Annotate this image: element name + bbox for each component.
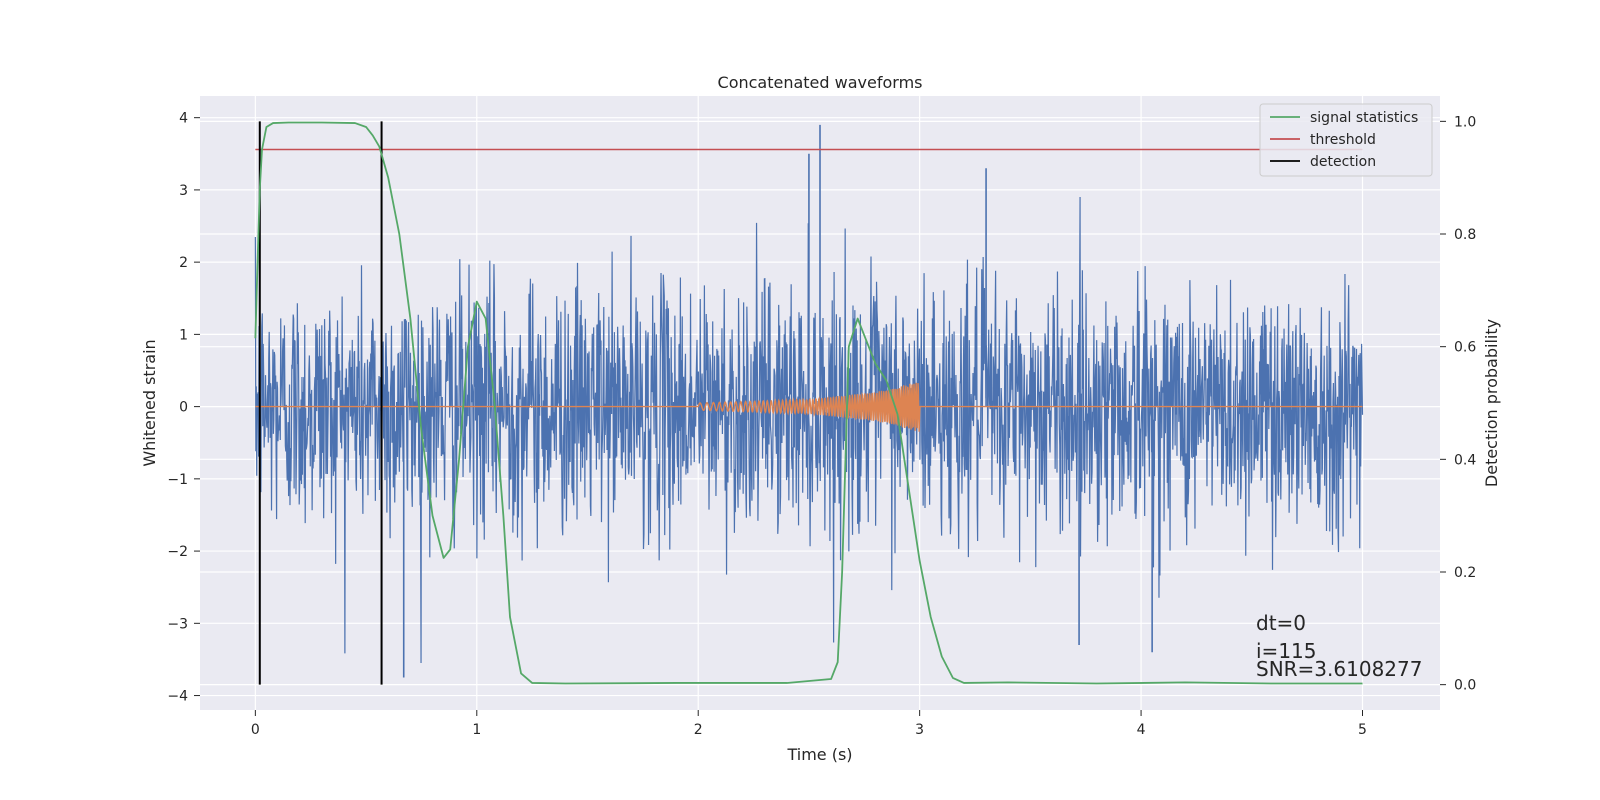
annotation-dt: dt=0	[1256, 611, 1306, 635]
legend-label-detection: detection	[1310, 154, 1376, 170]
y-tick-label: 0	[179, 400, 188, 416]
y-tick-label: 1	[179, 327, 188, 343]
y2-tick-label: 0.2	[1454, 565, 1476, 581]
y2-tick-label: 0.8	[1454, 227, 1476, 243]
y-tick-label: −1	[167, 472, 188, 488]
x-tick-label: 1	[472, 722, 481, 738]
x-tick-label: 5	[1358, 722, 1367, 738]
series-layer	[254, 121, 1364, 685]
strain-noise-series	[254, 196, 1364, 663]
y-tick-label: 3	[179, 183, 188, 199]
x-tick-label: 3	[915, 722, 924, 738]
y-tick-label: −4	[167, 689, 188, 705]
x-tick-label: 0	[251, 722, 260, 738]
annotation-snr: SNR=3.6108277	[1256, 657, 1422, 681]
x-tick-label: 4	[1137, 722, 1146, 738]
legend-box	[1259, 103, 1433, 177]
y-tick-label: −2	[167, 544, 188, 560]
ticks: 0 1 2 3 4 5 −4 −3 −2 −1 0 1 2 3 4 0.0 0.2 0.4 0.6 0.8 1.0	[167, 111, 1476, 738]
annotation-index: i=115	[1256, 639, 1317, 663]
y2-tick-label: 0.0	[1454, 678, 1476, 694]
x-tick-label: 2	[694, 722, 703, 738]
y-tick-label: −3	[167, 616, 188, 632]
y-tick-label: 2	[179, 255, 188, 271]
y-tick-label: 4	[179, 111, 188, 127]
x-axis-label: Time (s)	[786, 745, 852, 764]
signal-statistics-series	[254, 121, 1363, 685]
chart-title: Concatenated waveforms	[718, 73, 923, 92]
y2-axis-label: Detection probability	[1482, 319, 1501, 487]
y2-tick-label: 0.6	[1454, 340, 1476, 356]
y2-tick-label: 1.0	[1454, 114, 1476, 130]
legend: signal statistics threshold detection	[1259, 103, 1433, 177]
y2-tick-label: 0.4	[1454, 452, 1476, 468]
legend-label-threshold: threshold	[1310, 132, 1376, 148]
legend-label-signal-statistics: signal statistics	[1310, 110, 1418, 126]
y-axis-label: Whitened strain	[140, 339, 159, 466]
injected-waveform-series	[255, 382, 1363, 432]
